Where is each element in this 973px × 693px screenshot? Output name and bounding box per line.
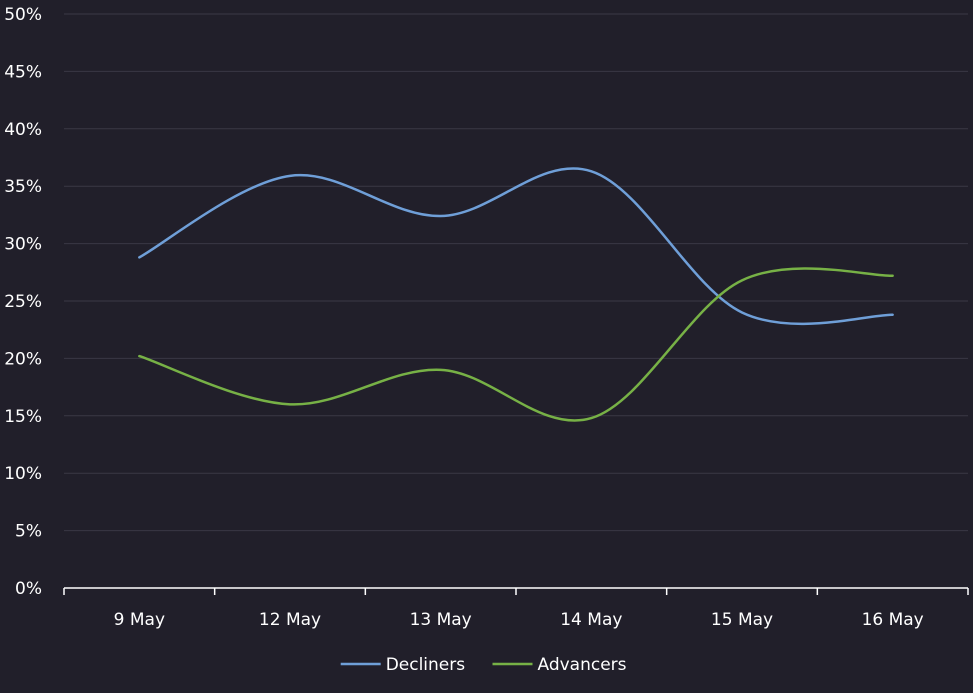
x-axis: 9 May 12 May 13 May 14 May 15 May 16 May xyxy=(63,587,969,630)
y-tick-label: 30% xyxy=(4,235,42,255)
y-tick-label: 20% xyxy=(4,349,42,369)
y-tick-label: 15% xyxy=(4,407,42,427)
x-tick-label: 12 May xyxy=(259,610,321,630)
y-tick-label: 25% xyxy=(4,292,42,312)
y-tick-label: 35% xyxy=(4,177,42,197)
y-tick-label: 10% xyxy=(4,464,42,484)
x-tick-label: 14 May xyxy=(560,610,622,630)
series-lines xyxy=(138,167,894,422)
y-tick-label: 0% xyxy=(15,579,42,599)
y-tick-label: 5% xyxy=(15,522,42,542)
y-axis: 0% 5% 10% 15% 20% 25% 30% 35% 40% 45% 50% xyxy=(4,5,42,599)
y-tick-label: 40% xyxy=(4,120,42,140)
y-tick-label: 50% xyxy=(4,5,42,25)
gridlines xyxy=(64,13,968,532)
series-line-advancers xyxy=(138,267,894,422)
series-line-decliners xyxy=(138,167,894,326)
legend-label: Decliners xyxy=(386,655,466,675)
legend-label: Advancers xyxy=(538,655,627,675)
x-tick-label: 13 May xyxy=(410,610,472,630)
x-tick-label: 9 May xyxy=(114,610,165,630)
legend: Decliners Advancers xyxy=(340,655,627,675)
y-tick-label: 45% xyxy=(4,62,42,82)
x-tick-label: 15 May xyxy=(711,610,773,630)
x-tick-label: 16 May xyxy=(862,610,924,630)
